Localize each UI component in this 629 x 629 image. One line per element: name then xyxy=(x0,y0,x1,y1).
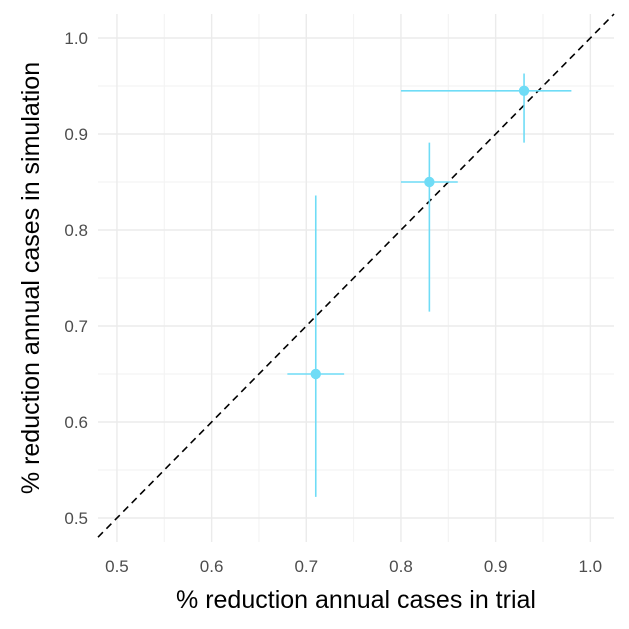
reference-line-y-equals-x xyxy=(97,13,615,538)
x-tick-label: 0.6 xyxy=(200,557,224,576)
error-bars xyxy=(287,73,572,497)
minor-gridlines xyxy=(98,14,614,542)
y-axis-title: % reduction annual cases in simulation xyxy=(17,62,45,494)
x-tick-label: 0.9 xyxy=(484,557,508,576)
x-tick-label: 0.5 xyxy=(105,557,129,576)
y-tick-label: 0.9 xyxy=(64,125,88,144)
data-point xyxy=(424,176,435,188)
x-tick-label: 0.8 xyxy=(389,557,413,576)
data-point xyxy=(518,85,530,97)
x-tick-label: 0.7 xyxy=(294,557,318,576)
reference-line-layer xyxy=(97,13,615,538)
y-tick-label: 1.0 xyxy=(64,29,88,48)
y-tick-label: 0.8 xyxy=(64,221,88,240)
x-axis-title: % reduction annual cases in trial xyxy=(176,586,536,614)
y-tick-label: 0.7 xyxy=(64,317,88,336)
y-tick-label: 0.5 xyxy=(64,509,88,528)
data-points xyxy=(310,85,530,380)
x-axis-tick-labels: 0.5 0.6 0.7 0.8 0.9 1.0 xyxy=(105,557,602,576)
y-axis-tick-labels: 0.5 0.6 0.7 0.8 0.9 1.0 xyxy=(64,29,88,528)
y-tick-label: 0.6 xyxy=(64,413,88,432)
data-point xyxy=(310,368,321,380)
x-tick-label: 1.0 xyxy=(579,557,603,576)
major-gridlines xyxy=(98,14,614,542)
